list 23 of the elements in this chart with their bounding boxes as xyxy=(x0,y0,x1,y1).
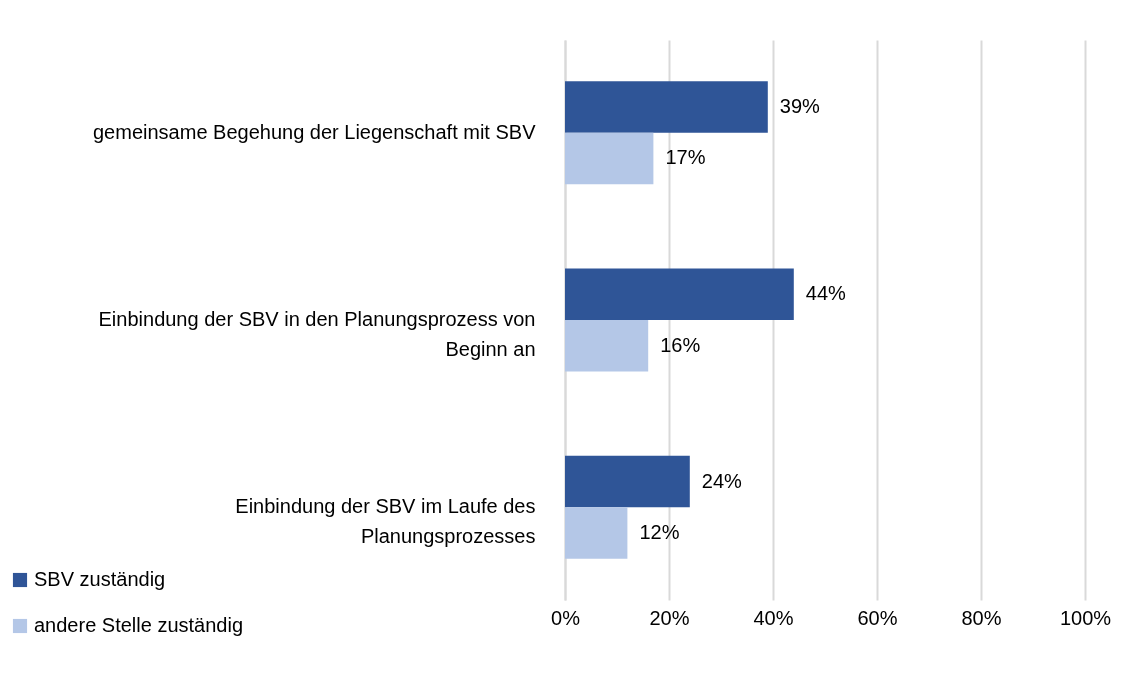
x-tick-label: 60% xyxy=(857,606,898,629)
bar xyxy=(565,268,794,320)
y-tick-label: gemeinsame Begehung der Liegenschaft mit SBV xyxy=(93,120,537,143)
x-tick-label: 100% xyxy=(1059,606,1112,629)
x-tick-label: 80% xyxy=(961,606,1002,629)
y-tick-label: Einbindung der SBV in den Planungsprozess von Beginn an xyxy=(98,308,536,360)
x-tick-label: 40% xyxy=(753,606,794,629)
bar xyxy=(565,455,690,508)
bar xyxy=(565,507,628,559)
bar xyxy=(565,132,654,185)
bar xyxy=(565,320,649,372)
legend-label: SBV zuständig xyxy=(34,568,166,590)
data-label: 16% xyxy=(660,333,701,356)
x-tick-label: 20% xyxy=(649,606,690,629)
bar xyxy=(565,81,768,133)
data-label: 24% xyxy=(701,469,743,492)
y-tick-label: Einbindung der SBV im Laufe des Planungsprozesses xyxy=(235,495,536,548)
data-label: 39% xyxy=(779,94,821,117)
data-label: 17% xyxy=(665,146,706,169)
data-label: 12% xyxy=(639,521,680,544)
x-tick-label: 0% xyxy=(551,606,581,629)
data-label: 44% xyxy=(805,282,847,305)
legend-label: andere Stelle zuständig xyxy=(34,614,244,636)
